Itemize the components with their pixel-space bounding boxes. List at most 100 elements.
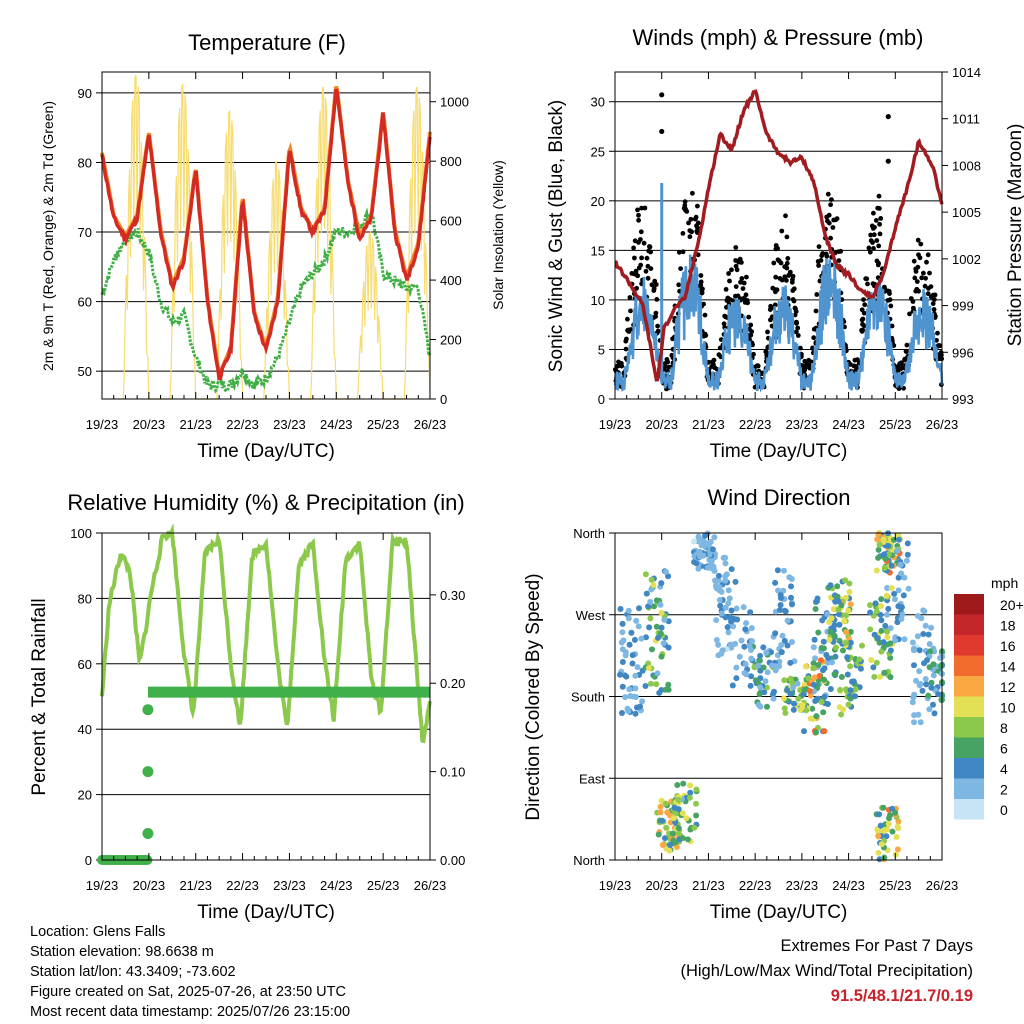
- wind-xtick-label: 25/23: [879, 417, 912, 432]
- direction-point: [836, 611, 843, 618]
- direction-point: [716, 597, 723, 603]
- direction-point: [778, 649, 785, 656]
- rh-xtick-label: 25/23: [367, 878, 400, 893]
- temp-xlabel: Time (Day/UTC): [197, 441, 335, 462]
- wind-ytick-right-label: 1011: [952, 112, 980, 127]
- gust-point: [733, 263, 739, 269]
- direction-point: [658, 609, 665, 616]
- direction-point: [876, 541, 883, 548]
- temp-ytick-right-label: 800: [440, 154, 462, 169]
- direction-point: [881, 669, 888, 676]
- temp-xtick-label: 21/23: [179, 417, 212, 432]
- direction-point: [895, 818, 902, 825]
- direction-point: [625, 607, 632, 614]
- direction-point: [713, 637, 720, 643]
- direction-point: [715, 572, 722, 579]
- direction-point: [625, 615, 632, 622]
- direction-point: [649, 646, 655, 653]
- direction-point: [842, 577, 849, 584]
- direction-point: [794, 680, 801, 687]
- gust-point: [784, 265, 790, 271]
- gust-point: [785, 256, 791, 261]
- direction-point: [920, 607, 927, 614]
- wind-points: [613, 182, 944, 393]
- temp-ytick-right-label: 1000: [440, 95, 469, 110]
- direction-point: [813, 713, 820, 720]
- direction-point: [925, 631, 932, 638]
- gust-point: [771, 260, 777, 266]
- gust-point: [931, 307, 937, 312]
- direction-point: [904, 551, 911, 558]
- direction-point: [927, 648, 933, 655]
- rh-ytick-label: 20: [78, 788, 92, 803]
- direction-point: [900, 592, 907, 599]
- gust-point: [627, 295, 633, 300]
- gust-point: [825, 191, 831, 197]
- gust-point: [793, 306, 798, 312]
- direction-point: [918, 615, 925, 622]
- direction-point: [873, 659, 880, 666]
- direction-point: [829, 659, 836, 666]
- gust-point: [795, 325, 801, 331]
- direction-point: [626, 641, 633, 648]
- direction-point: [732, 578, 739, 585]
- direction-point: [819, 617, 826, 624]
- direction-point: [920, 631, 927, 637]
- direction-point: [664, 809, 671, 816]
- direction-point: [834, 583, 841, 590]
- direction-point: [821, 693, 828, 700]
- gust-point: [782, 274, 788, 280]
- direction-point: [894, 846, 901, 853]
- gust-point: [625, 316, 630, 322]
- direction-point: [747, 682, 754, 689]
- gust-point: [779, 228, 785, 234]
- direction-point: [619, 620, 626, 627]
- speed-legend-swatch: [954, 758, 984, 779]
- gust-point: [828, 235, 833, 241]
- direction-point: [748, 655, 755, 662]
- direction-point: [892, 851, 899, 858]
- gust-point: [830, 225, 836, 230]
- gust-point: [825, 218, 830, 224]
- direction-point: [844, 671, 851, 678]
- gust-point: [733, 245, 739, 250]
- direction-point: [740, 604, 747, 611]
- direction-point: [803, 707, 810, 714]
- direction-point: [935, 691, 942, 698]
- direction-point: [847, 628, 854, 635]
- gust-point: [729, 267, 734, 273]
- direction-point: [764, 703, 770, 710]
- direction-point: [749, 638, 756, 645]
- gust-point: [769, 305, 775, 310]
- direction-point: [742, 661, 749, 668]
- direction-point: [624, 705, 631, 712]
- dir-xtick-label: 23/23: [786, 878, 819, 893]
- gust-point: [733, 284, 739, 289]
- wind-ytick-label: 5: [598, 342, 605, 357]
- gust-point: [802, 367, 808, 373]
- direction-point: [813, 729, 819, 736]
- direction-point: [840, 647, 846, 654]
- direction-point: [835, 606, 842, 613]
- direction-point: [870, 664, 877, 671]
- direction-point: [878, 648, 885, 655]
- direction-point: [898, 570, 905, 577]
- gust-point: [914, 279, 920, 284]
- direction-point: [833, 644, 839, 651]
- gust-point: [648, 266, 654, 271]
- direction-point: [888, 562, 895, 569]
- direction-point: [741, 643, 748, 650]
- direction-point: [875, 833, 882, 839]
- gust-point: [816, 244, 822, 250]
- direction-point: [632, 672, 639, 679]
- direction-point: [810, 660, 817, 667]
- speed-legend-swatch: [954, 778, 984, 799]
- direction-point: [856, 656, 863, 663]
- direction-point: [876, 856, 883, 863]
- direction-point: [653, 597, 660, 604]
- direction-point: [831, 632, 838, 639]
- direction-point: [834, 593, 841, 600]
- gust-point: [755, 363, 761, 369]
- dir-ytick-label: West: [576, 608, 606, 623]
- direction-point: [903, 557, 910, 564]
